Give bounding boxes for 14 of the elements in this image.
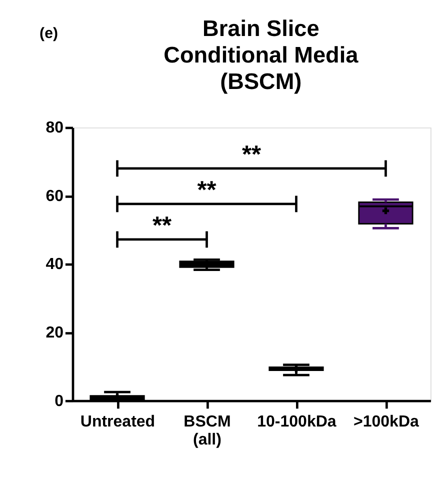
annotation: ** [152, 212, 172, 240]
x-tick-label: Untreated [80, 414, 156, 431]
annotation: ** [197, 176, 217, 204]
x-tick-label: 10-100kDa [257, 414, 336, 431]
y-tick-label: 0 [54, 392, 64, 410]
y-tick-label: 40 [46, 256, 64, 274]
y-tick-label: 60 [46, 188, 64, 205]
text: (e) [40, 24, 58, 42]
y-tick-label: 20 [46, 324, 64, 342]
x-tick-label: BSCM (all) [184, 414, 231, 448]
chart-title: Brain Slice Conditional Media (BSCM) [164, 16, 359, 94]
y-tick-label: 80 [46, 120, 64, 137]
annotation: ** [242, 141, 262, 168]
x-tick-label: >100kDa [354, 414, 419, 431]
